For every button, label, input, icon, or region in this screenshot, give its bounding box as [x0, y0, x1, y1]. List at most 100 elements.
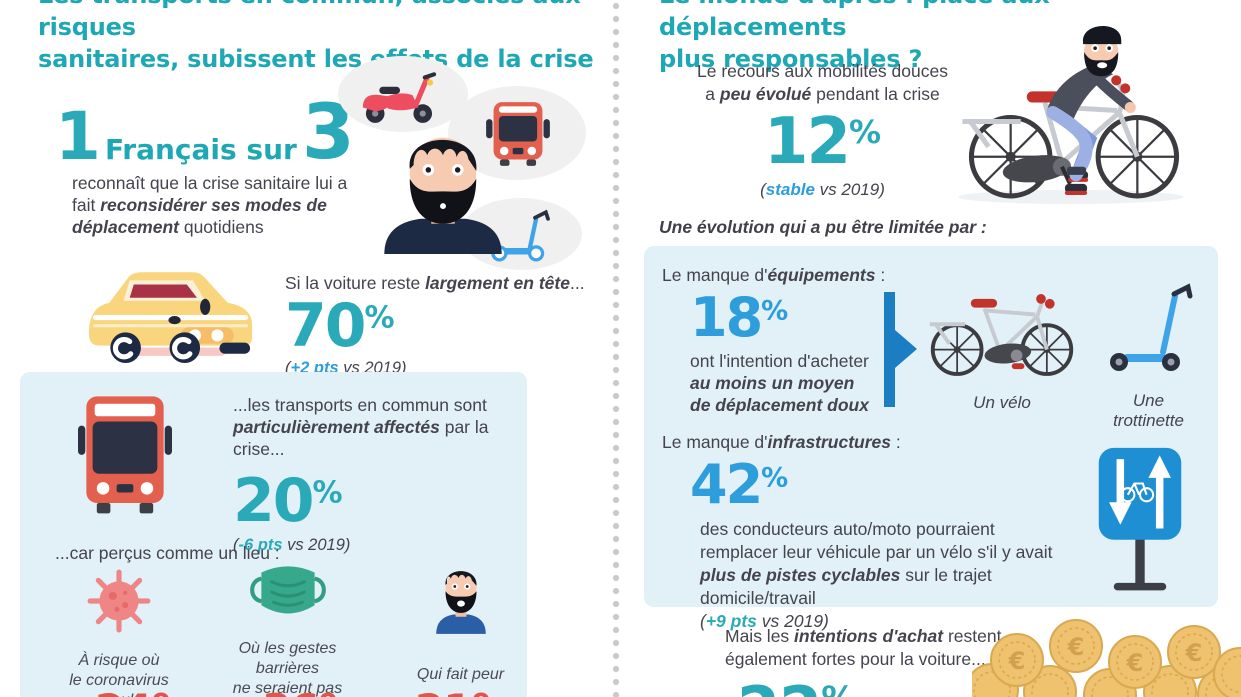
equipment-number: 18 [690, 286, 763, 349]
bus-text2: par la crise... [233, 417, 489, 459]
car-value-percent: % [364, 300, 395, 336]
thinking-man-illustration [330, 52, 586, 270]
limits-panel: Le manque d'équipements : 18% ont l'inte… [644, 246, 1218, 631]
soft-mobility-line2-bold: peu évolué [719, 84, 812, 104]
car-lead: Si la voiture reste largement en tête... [285, 272, 605, 294]
bus-note-open: ( [233, 536, 239, 554]
bus-value: 20% [233, 471, 523, 531]
option-bike: Un vélo [922, 288, 1082, 413]
purchase-line1-bold: intentions d'achat [794, 626, 944, 646]
infrastructure-label-text2: : [891, 432, 901, 452]
infrastructure-desc-rest: sur le trajet domicile/travail [700, 565, 992, 608]
coins-icon: € € € € [972, 619, 1241, 697]
equipment-value: 18% [690, 291, 789, 345]
perception-item-label: Où les gestes barrières ne seraient pas … [232, 640, 343, 697]
car-stat: Si la voiture reste largement en tête...… [285, 272, 605, 378]
soft-mobility-line2a: a [705, 84, 720, 104]
car-note-open: ( [285, 359, 291, 377]
infrastructure-note-rest: vs 2019) [756, 611, 829, 631]
bus-text1: ...les transports en commun sont [233, 395, 487, 415]
cutoff-stat-value: 24% [95, 689, 175, 697]
option-scooter-label: Une trottinette [1113, 391, 1184, 430]
purchase-percent: % [821, 680, 855, 697]
infrastructure-value: 42% [690, 458, 789, 512]
bus-front-icon [78, 396, 172, 514]
cutoff-stat-value: 36% [262, 689, 342, 697]
equipment-percent: % [761, 295, 789, 327]
infrastructure-desc: des conducteurs auto/moto pourraient rem… [700, 518, 1100, 633]
soft-mobility-line2b: pendant la crise [811, 84, 940, 104]
equipment-label-text1: Le manque d' [662, 265, 768, 285]
infrastructure-number: 42 [690, 453, 763, 516]
infrastructure-desc-bold: plus de pistes cyclables [700, 565, 901, 585]
equipment-label-bold: équipements [767, 265, 876, 285]
svg-text:€: € [1126, 649, 1144, 677]
infrastructure-note: (+9 pts vs 2019) [700, 611, 829, 631]
infrastructure-note-open: ( [700, 611, 706, 631]
perception-item-mask: Où les gestes barrières ne seraient pas … [210, 560, 365, 697]
purchase-text: Mais les intentions d'achat restent égal… [725, 625, 1055, 671]
purchase-line1b: restent [943, 626, 1002, 646]
car-lead-text2: ... [569, 273, 585, 293]
option-bike-label: Un vélo [973, 393, 1031, 412]
perception-item-virus: À risque où le coronavirus circule activ… [58, 568, 180, 697]
equipment-label: Le manque d'équipements : [662, 264, 885, 286]
kick-scooter-icon [1109, 283, 1192, 371]
equipment-desc-normal: ont l'intention d'acheter [690, 351, 869, 371]
purchase-cutoff-number: 22% [737, 679, 855, 697]
infrastructure-label: Le manque d'infrastructures : [662, 431, 901, 453]
perception-item-label: Qui fait peur [416, 666, 505, 683]
right-title-line1: Le monde d'après : place aux déplacement… [659, 0, 1050, 41]
equipment-desc: ont l'intention d'acheter au moins un mo… [690, 350, 869, 416]
ratio-caption-text2: quotidiens [178, 217, 264, 238]
car-icon [88, 272, 253, 363]
soft-mobility-percent: % [849, 113, 882, 152]
ratio-caption-bold: reconsidérer ses modes de déplacement [72, 195, 327, 238]
bike-lane-sign-icon [1098, 447, 1182, 591]
ratio-row: 1 Français sur 3 [55, 93, 375, 175]
ratio-stat: 1 Français sur 3 reconnaît que la crise … [55, 93, 375, 238]
cutoff-stat: 36% [262, 689, 342, 697]
purchase-stat: Mais les intentions d'achat restent égal… [725, 625, 1055, 671]
bus-text-bold: particulièrement affectés [233, 417, 440, 437]
equipment-desc-bold1: au moins un moyen [690, 373, 855, 393]
soft-mobility-note: (stable vs 2019) [690, 180, 955, 200]
infrastructure-note-delta: +9 pts [705, 611, 757, 631]
perception-heading: ...car perçus comme un lieu : [55, 543, 280, 563]
soft-mobility-line1: Le recours aux mobilités douces [697, 61, 948, 81]
perception-item-label: À risque où le coronavirus circule activ… [69, 652, 169, 697]
virus-icon [87, 569, 151, 633]
svg-text:€: € [1067, 633, 1085, 661]
purchase-line1a: Mais les [725, 626, 795, 646]
equipment-label-text2: : [875, 265, 886, 285]
moped-icon [362, 72, 437, 123]
soft-mobility-stat: Le recours aux mobilités douces a peu év… [690, 60, 955, 200]
soft-mobility-note-delta: stable [765, 179, 815, 199]
car-value-number: 70 [285, 291, 366, 361]
left-title: Les transports en commun, associés aux r… [38, 0, 598, 75]
svg-text:€: € [1185, 639, 1203, 667]
soft-mobility-number: 12 [763, 105, 851, 179]
arrow-right-icon [884, 292, 917, 407]
option-scooter: Une trottinette [1096, 280, 1201, 431]
bus-note-delta: -6 pts [238, 536, 283, 554]
cutoff-stat-value: 21% [415, 689, 495, 697]
ratio-middle-label: Français sur [104, 133, 297, 167]
left-title-line2: sanitaires, subissent les effets de la c… [38, 45, 594, 73]
car-value: 70% [285, 296, 605, 356]
purchase-number: 22 [737, 679, 822, 697]
infrastructure-percent: % [761, 462, 789, 494]
infrastructure-desc-line1: des conducteurs auto/moto pourraient [700, 519, 995, 539]
bike-rider-icon [958, 25, 1184, 204]
infrastructure-desc-line2: remplacer leur véhicule par un vélo s'il… [700, 542, 1053, 562]
mask-icon [249, 566, 326, 614]
bus-value-percent: % [312, 475, 343, 511]
purchase-line2: également fortes pour la voiture... [725, 649, 986, 669]
bus-note: (-6 pts vs 2019) [233, 536, 523, 555]
public-transport-panel: ...les transports en commun sont particu… [20, 372, 527, 697]
ratio-number-1: 1 [55, 98, 101, 175]
equipment-desc-bold2: de déplacement doux [690, 395, 869, 415]
bus-icon [486, 102, 550, 166]
right-title-line2: plus responsables ? [659, 45, 923, 73]
